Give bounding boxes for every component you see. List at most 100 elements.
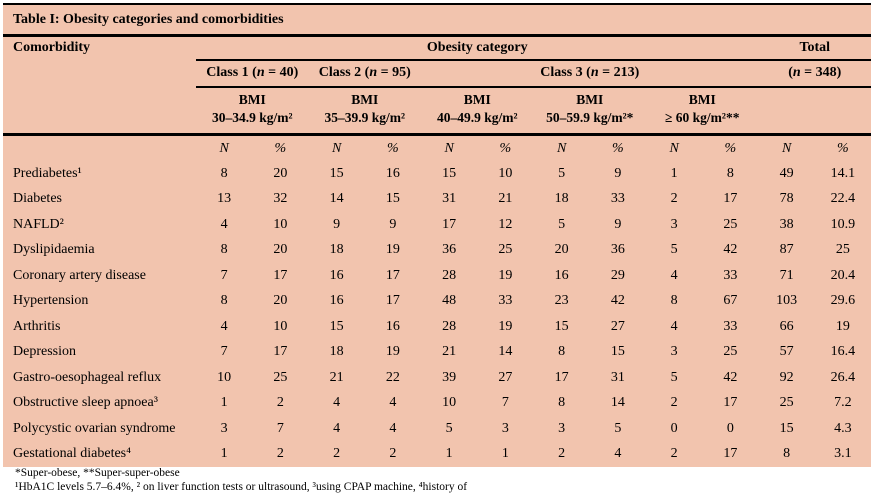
cell-value: 4 — [614, 446, 622, 462]
cell-value: 25 — [273, 369, 288, 385]
cell-value: 2 — [333, 446, 341, 462]
table-row: Polycystic ovarian syndrome 3 7 4 4 5 3 … — [3, 416, 871, 442]
table-row: Gestational diabetes⁴ 1 2 2 2 1 1 2 4 2 … — [3, 442, 871, 468]
row-label: Depression — [13, 344, 76, 360]
bmi4-range: 50–59.9 kg/m²* — [546, 109, 634, 125]
row-label: Prediabetes¹ — [13, 165, 82, 181]
row-label: Dyslipidaemia — [13, 242, 95, 258]
table-row: Dyslipidaemia 8 20 18 19 36 25 20 36 5 4… — [3, 238, 871, 264]
cell-value: 21 — [329, 369, 344, 385]
comorbidity-header: Comorbidity — [13, 40, 90, 56]
cell-value: 4 — [670, 318, 678, 334]
table-row: Coronary artery disease 7 17 16 17 28 19… — [3, 263, 871, 289]
cell-value: 10 — [442, 395, 457, 411]
sub-col-header: N — [219, 140, 229, 156]
cell-value: 14 — [498, 344, 513, 360]
cell-value: 0 — [726, 420, 734, 436]
bmi5-range: ≥ 60 kg/m²** — [665, 109, 740, 125]
cell-value: 15 — [329, 165, 344, 181]
bmi3-title: BMI — [463, 92, 491, 107]
bmi-header-4: BMI 50–59.9 kg/m²* — [533, 87, 646, 137]
cell-value: 4 — [333, 420, 341, 436]
cell-value: 14.1 — [830, 165, 856, 181]
cell-value: 15 — [442, 165, 457, 181]
cell-value: 19 — [498, 318, 513, 334]
cell-value: 8 — [670, 293, 678, 309]
cell-value: 2 — [670, 191, 678, 207]
cell-value: 1 — [670, 165, 678, 181]
cell-value: 15 — [554, 318, 569, 334]
cell-value: 27 — [610, 318, 625, 334]
class3-label: Class 3 ( — [540, 65, 591, 81]
cell-value: 17 — [723, 191, 738, 207]
sub-col-header-row: N% N% N% N% N% N% — [3, 135, 871, 162]
cell-value: 7 — [220, 267, 228, 283]
table-row: NAFLD² 4 10 9 9 17 12 5 9 3 25 38 10.9 — [3, 212, 871, 238]
class2-n: n — [369, 65, 378, 81]
cell-value: 36 — [610, 242, 625, 258]
cell-value: 4 — [389, 395, 397, 411]
cell-value: 8 — [220, 165, 228, 181]
table-row: Prediabetes¹ 8 20 15 16 15 10 5 9 1 8 49… — [3, 161, 871, 187]
cell-value: 9 — [389, 216, 397, 232]
cell-value: 0 — [670, 420, 678, 436]
cell-value: 1 — [220, 446, 228, 462]
cell-value: 28 — [442, 318, 457, 334]
cell-value: 42 — [610, 293, 625, 309]
class2-header: Class 2 (n = 95) — [308, 60, 421, 88]
cell-value: 25 — [779, 395, 794, 411]
empty-cell — [758, 87, 871, 137]
sub-col-header: % — [724, 140, 737, 156]
cell-value: 10.9 — [830, 216, 856, 232]
cell-value: 14 — [329, 191, 344, 207]
cell-value: 13 — [217, 191, 232, 207]
cell-value: 17 — [723, 446, 738, 462]
cell-value: 16 — [554, 267, 569, 283]
obesity-category-header: Obesity category — [196, 35, 759, 61]
cell-value: 5 — [670, 242, 678, 258]
table-row: Hypertension 8 20 16 17 48 33 23 42 8 67… — [3, 289, 871, 315]
cell-value: 2 — [670, 395, 678, 411]
cell-value: 4.3 — [834, 420, 852, 436]
cell-value: 38 — [779, 216, 794, 232]
total-n: n — [792, 65, 801, 81]
sub-col-header: N — [444, 140, 454, 156]
footnote-symbols: *Super-obese, **Super-super-obese — [15, 467, 180, 479]
cell-value: 29 — [610, 267, 625, 283]
cell-value: 4 — [670, 267, 678, 283]
cell-value: 2 — [558, 446, 566, 462]
sub-col-header: % — [612, 140, 624, 156]
cell-value: 10 — [273, 216, 288, 232]
class2-count: = 95) — [377, 65, 411, 81]
cell-value: 20 — [273, 165, 288, 181]
cell-value: 48 — [442, 293, 457, 309]
class-header-row: Class 1 (n = 40) Class 2 (n = 95) Class … — [3, 60, 871, 88]
total-n-pre: ( — [788, 65, 793, 81]
obesity-table: Table I: Obesity categories and comorbid… — [3, 5, 871, 467]
bmi2-title: BMI — [351, 92, 379, 107]
cell-value: 14 — [610, 395, 625, 411]
cell-value: 22 — [385, 369, 400, 385]
table-row: Gastro-oesophageal reflux 10 25 21 22 39… — [3, 365, 871, 391]
cell-value: 12 — [498, 216, 513, 232]
cell-value: 2 — [276, 446, 284, 462]
cell-value: 1 — [501, 446, 509, 462]
row-label: Gestational diabetes⁴ — [13, 446, 132, 462]
cell-value: 17 — [385, 293, 400, 309]
cell-value: 4 — [389, 420, 397, 436]
cell-value: 17 — [554, 369, 569, 385]
cell-value: 33 — [723, 267, 738, 283]
bmi-header-3: BMI 40–49.9 kg/m² — [421, 87, 534, 137]
bmi3-range: 40–49.9 kg/m² — [436, 109, 518, 125]
row-label: Arthritis — [13, 318, 61, 334]
cell-value: 3 — [558, 420, 566, 436]
cell-value: 25 — [723, 216, 738, 232]
category-header-row: Comorbidity Obesity category Total — [3, 35, 871, 61]
class2-label: Class 2 ( — [318, 65, 370, 81]
cell-value: 67 — [723, 293, 738, 309]
cell-value: 29.6 — [830, 293, 856, 309]
cell-value: 5 — [445, 420, 453, 436]
total-n-count: = 348) — [800, 65, 842, 81]
bmi-header-row: BMI 30–34.9 kg/m² BMI 35–39.9 kg/m² BMI 40–… — [3, 87, 871, 137]
